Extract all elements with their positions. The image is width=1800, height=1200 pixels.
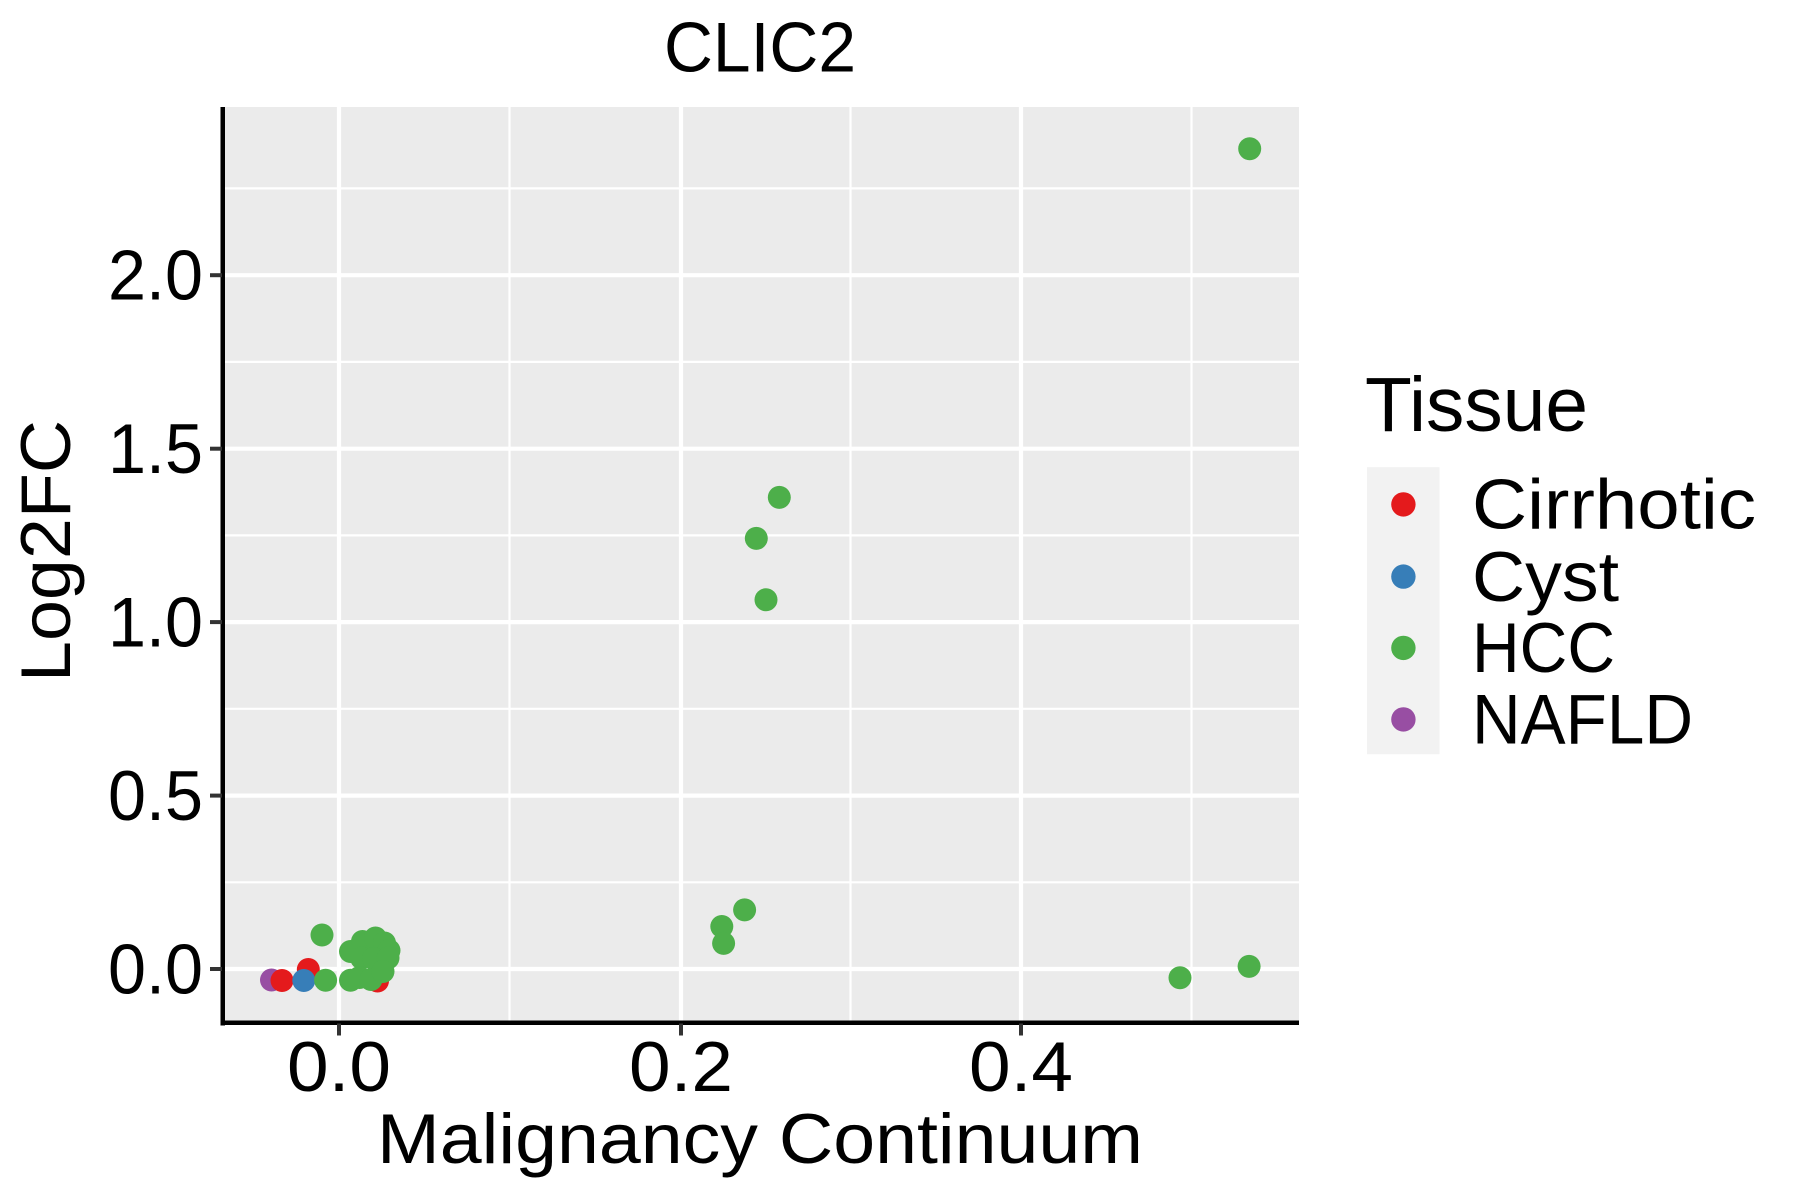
svg-text:0.0: 0.0 bbox=[108, 929, 203, 1008]
svg-text:0.2: 0.2 bbox=[629, 1027, 733, 1106]
svg-text:Log2FC: Log2FC bbox=[6, 420, 85, 682]
svg-text:2.0: 2.0 bbox=[108, 236, 203, 315]
svg-text:CLIC2: CLIC2 bbox=[664, 8, 856, 87]
svg-text:Malignancy Continuum: Malignancy Continuum bbox=[377, 1099, 1143, 1178]
svg-text:HCC: HCC bbox=[1472, 608, 1615, 687]
svg-text:Cyst: Cyst bbox=[1472, 537, 1619, 616]
svg-text:Cirrhotic: Cirrhotic bbox=[1472, 465, 1756, 544]
svg-text:1.0: 1.0 bbox=[108, 582, 203, 661]
svg-text:NAFLD: NAFLD bbox=[1472, 680, 1693, 759]
svg-text:0.5: 0.5 bbox=[108, 756, 203, 835]
svg-text:0.4: 0.4 bbox=[969, 1027, 1073, 1106]
svg-text:0.0: 0.0 bbox=[287, 1027, 391, 1106]
svg-text:1.5: 1.5 bbox=[108, 409, 203, 488]
svg-text:Tissue: Tissue bbox=[1365, 362, 1588, 448]
